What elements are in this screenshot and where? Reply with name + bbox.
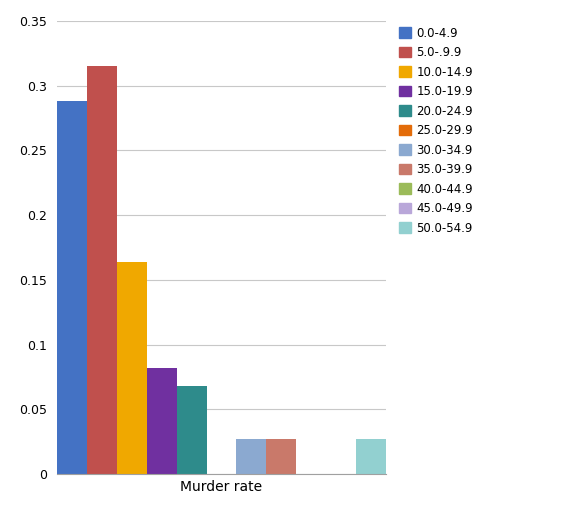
- Bar: [87, 66, 116, 474]
- Bar: [236, 439, 266, 474]
- Bar: [116, 262, 147, 474]
- Bar: [177, 386, 207, 474]
- Bar: [356, 439, 386, 474]
- Bar: [57, 101, 87, 474]
- Legend: 0.0-4.9, 5.0-.9.9, 10.0-14.9, 15.0-19.9, 20.0-24.9, 25.0-29.9, 30.0-34.9, 35.0-3: 0.0-4.9, 5.0-.9.9, 10.0-14.9, 15.0-19.9,…: [399, 27, 473, 234]
- X-axis label: Murder rate: Murder rate: [181, 480, 262, 494]
- Bar: [266, 439, 296, 474]
- Bar: [147, 368, 177, 474]
